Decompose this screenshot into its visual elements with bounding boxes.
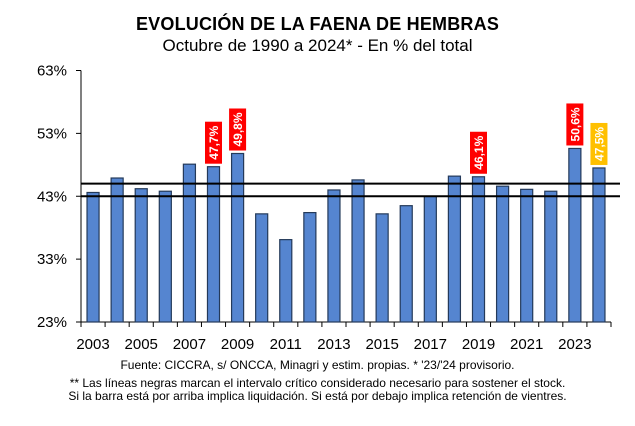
bar-2019 [471, 176, 486, 323]
data-label-2023: 50,6% [566, 103, 584, 146]
chart-title: EVOLUCIÓN DE LA FAENA DE HEMBRAS [135, 14, 500, 34]
y-tick-label: 23% [37, 314, 67, 331]
bar-2012 [303, 211, 317, 323]
x-tick-label: 2013 [317, 336, 350, 353]
data-label-2008: 47,7% [205, 121, 222, 164]
bar-2018 [447, 175, 462, 323]
bar-2022 [544, 190, 558, 323]
x-tick-label: 2009 [221, 336, 254, 353]
bar-2009 [230, 152, 245, 323]
x-tick-label: 2005 [125, 336, 158, 353]
bar-2007 [182, 163, 197, 323]
bar-2003 [86, 191, 100, 323]
x-tick-label: 2003 [76, 336, 109, 353]
data-label-2024: 47,5% [590, 122, 608, 165]
data-label-2019: 46,1% [470, 131, 487, 174]
data-label-text: 50,6% [568, 107, 582, 141]
data-label-2009: 49,8% [229, 108, 247, 151]
bar-2014 [351, 179, 365, 323]
data-label-text: 47,7% [207, 125, 221, 159]
bar-2024 [592, 167, 606, 323]
x-tick-label: 2017 [414, 336, 447, 353]
bar-2011 [279, 239, 293, 323]
source-note: Fuente: CICCRA, s/ ONCCA, Minagri y esti… [120, 358, 515, 372]
bar-2020 [495, 185, 510, 323]
data-label-text: 49,8% [231, 112, 245, 146]
data-labels: 47,7% 49,8% 46,1% 50,6% 47,5% [205, 103, 608, 174]
bar-2006 [158, 190, 172, 323]
data-label-box [590, 122, 608, 165]
bar-2023 [568, 147, 582, 323]
y-tick-label: 63% [37, 63, 67, 80]
data-label-text: 46,1% [472, 135, 486, 169]
bar-2021 [520, 188, 534, 323]
reference-lines [81, 182, 620, 198]
y-axis: 63% 53% 43% 33% 23% [37, 63, 82, 331]
y-tick-label: 33% [37, 251, 67, 268]
bar-2013 [327, 189, 341, 323]
bar-2010 [255, 213, 269, 323]
data-label-box [470, 131, 487, 174]
x-tick-label: 2007 [173, 336, 206, 353]
data-label-box [229, 108, 247, 151]
data-label-box [566, 103, 584, 146]
x-tick-label: 2021 [510, 336, 543, 353]
data-label-box [205, 121, 222, 164]
footnote-line-1: ** Las líneas negras marcan el intervalo… [69, 376, 566, 390]
bar-2016 [399, 205, 413, 323]
x-tick-label: 2011 [270, 336, 302, 353]
x-tick-label: 2019 [462, 336, 495, 353]
footnote-line-2: Si la barra está por arriba implica liqu… [68, 389, 567, 403]
chart-subtitle: Octubre de 1990 a 2024* - En % del total [162, 36, 473, 55]
bar-2005 [134, 188, 148, 323]
y-tick-label: 53% [37, 125, 67, 142]
bars [86, 147, 606, 323]
bar-2015 [375, 213, 389, 323]
x-tick-label: 2015 [365, 336, 398, 353]
footnote: ** Las líneas negras marcan el intervalo… [0, 377, 635, 403]
data-label-text: 47,5% [592, 127, 606, 161]
bar-2017 [423, 195, 437, 323]
bar-2008 [206, 166, 221, 323]
y-tick-label: 43% [37, 188, 67, 205]
x-axis: 2003 2005 2007 2009 2011 2013 2015 2017 2019 2021… [76, 321, 612, 353]
x-tick-label: 2023 [558, 336, 591, 353]
bar-2004 [110, 177, 124, 323]
